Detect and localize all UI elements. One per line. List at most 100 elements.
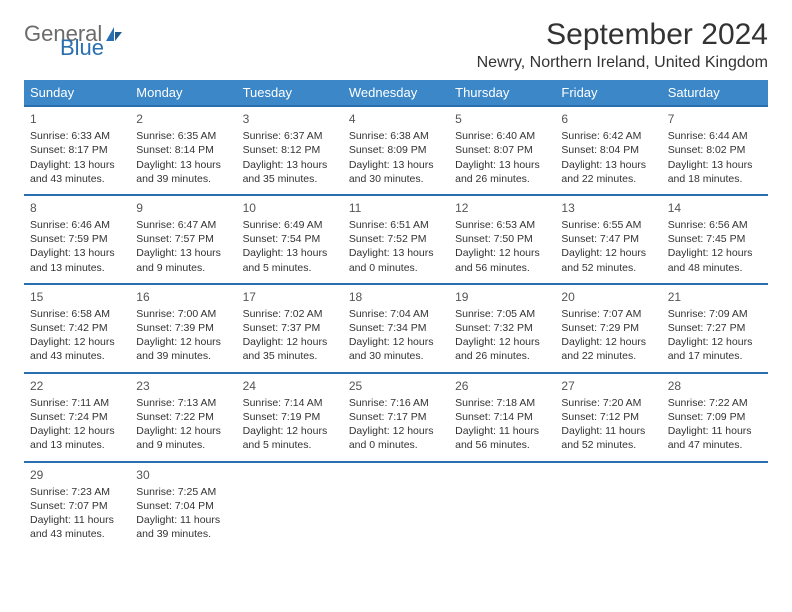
day-number: 25 <box>349 378 443 394</box>
sunset-line: Sunset: 7:50 PM <box>455 232 549 246</box>
sunrise-line: Sunrise: 6:49 AM <box>243 218 337 232</box>
sunrise-line: Sunrise: 6:38 AM <box>349 129 443 143</box>
day-number: 2 <box>136 111 230 127</box>
sunset-line: Sunset: 7:34 PM <box>349 321 443 335</box>
calendar-cell: 27Sunrise: 7:20 AMSunset: 7:12 PMDayligh… <box>555 373 661 462</box>
title-block: September 2024 Newry, Northern Ireland, … <box>477 18 768 72</box>
calendar-row: 22Sunrise: 7:11 AMSunset: 7:24 PMDayligh… <box>24 373 768 462</box>
sunset-line: Sunset: 7:59 PM <box>30 232 124 246</box>
calendar-cell: 6Sunrise: 6:42 AMSunset: 8:04 PMDaylight… <box>555 106 661 195</box>
sunset-line: Sunset: 7:47 PM <box>561 232 655 246</box>
day-number: 1 <box>30 111 124 127</box>
daylight-line: Daylight: 11 hours and 52 minutes. <box>561 424 655 452</box>
calendar-cell: 7Sunrise: 6:44 AMSunset: 8:02 PMDaylight… <box>662 106 768 195</box>
sunset-line: Sunset: 7:17 PM <box>349 410 443 424</box>
header: General Blue September 2024 Newry, North… <box>24 18 768 72</box>
daylight-line: Daylight: 12 hours and 56 minutes. <box>455 246 549 274</box>
day-number: 23 <box>136 378 230 394</box>
sunset-line: Sunset: 8:17 PM <box>30 143 124 157</box>
daylight-line: Daylight: 11 hours and 47 minutes. <box>668 424 762 452</box>
sunrise-line: Sunrise: 6:53 AM <box>455 218 549 232</box>
calendar-cell: 1Sunrise: 6:33 AMSunset: 8:17 PMDaylight… <box>24 106 130 195</box>
sunrise-line: Sunrise: 7:04 AM <box>349 307 443 321</box>
sunset-line: Sunset: 8:09 PM <box>349 143 443 157</box>
calendar-cell: 15Sunrise: 6:58 AMSunset: 7:42 PMDayligh… <box>24 284 130 373</box>
day-number: 28 <box>668 378 762 394</box>
day-number: 30 <box>136 467 230 483</box>
sunrise-line: Sunrise: 6:55 AM <box>561 218 655 232</box>
calendar-cell: 14 Sunrise: 6:56 AMSunset: 7:45 PMDayligh… <box>662 195 768 284</box>
sunset-line: Sunset: 7:32 PM <box>455 321 549 335</box>
daylight-line: Daylight: 12 hours and 13 minutes. <box>30 424 124 452</box>
daylight-line: Daylight: 13 hours and 39 minutes. <box>136 158 230 186</box>
sunset-line: Sunset: 7:39 PM <box>136 321 230 335</box>
day-number: 5 <box>455 111 549 127</box>
calendar-cell-empty <box>662 462 768 550</box>
calendar-cell: 17Sunrise: 7:02 AMSunset: 7:37 PMDayligh… <box>237 284 343 373</box>
daylight-line: Daylight: 13 hours and 0 minutes. <box>349 246 443 274</box>
weekday-header: Monday <box>130 80 236 106</box>
calendar-cell: 4Sunrise: 6:38 AMSunset: 8:09 PMDaylight… <box>343 106 449 195</box>
daylight-line: Daylight: 11 hours and 43 minutes. <box>30 513 124 541</box>
daylight-line: Daylight: 11 hours and 39 minutes. <box>136 513 230 541</box>
day-number: 13 <box>561 200 655 216</box>
sunrise-line: Sunrise: 6:44 AM <box>668 129 762 143</box>
day-number: 7 <box>668 111 762 127</box>
sunrise-line: Sunrise: 6:51 AM <box>349 218 443 232</box>
day-number: 3 <box>243 111 337 127</box>
daylight-line: Daylight: 12 hours and 22 minutes. <box>561 335 655 363</box>
weekday-header: Sunday <box>24 80 130 106</box>
day-number: 29 <box>30 467 124 483</box>
daylight-line: Daylight: 11 hours and 56 minutes. <box>455 424 549 452</box>
calendar-cell-empty <box>237 462 343 550</box>
daylight-line: Daylight: 12 hours and 30 minutes. <box>349 335 443 363</box>
sunset-line: Sunset: 7:52 PM <box>349 232 443 246</box>
sunset-line: Sunset: 7:22 PM <box>136 410 230 424</box>
sunrise-line: Sunrise: 7:23 AM <box>30 485 124 499</box>
calendar-cell: 9Sunrise: 6:47 AMSunset: 7:57 PMDaylight… <box>130 195 236 284</box>
sunrise-line: Sunrise: 6:56 AM <box>668 218 762 232</box>
day-number: 20 <box>561 289 655 305</box>
day-number: 12 <box>455 200 549 216</box>
calendar-cell-empty <box>343 462 449 550</box>
sunrise-line: Sunrise: 6:42 AM <box>561 129 655 143</box>
sunrise-line: Sunrise: 6:58 AM <box>30 307 124 321</box>
day-number: 17 <box>243 289 337 305</box>
sunrise-line: Sunrise: 7:00 AM <box>136 307 230 321</box>
daylight-line: Daylight: 12 hours and 5 minutes. <box>243 424 337 452</box>
calendar-cell: 8Sunrise: 6:46 AMSunset: 7:59 PMDaylight… <box>24 195 130 284</box>
weekday-header: Wednesday <box>343 80 449 106</box>
weekday-header-row: SundayMondayTuesdayWednesdayThursdayFrid… <box>24 80 768 106</box>
sunrise-line: Sunrise: 7:02 AM <box>243 307 337 321</box>
weekday-header: Thursday <box>449 80 555 106</box>
sunset-line: Sunset: 7:24 PM <box>30 410 124 424</box>
daylight-line: Daylight: 12 hours and 0 minutes. <box>349 424 443 452</box>
day-number: 11 <box>349 200 443 216</box>
daylight-line: Daylight: 12 hours and 52 minutes. <box>561 246 655 274</box>
day-number: 16 <box>136 289 230 305</box>
calendar-cell: 21Sunrise: 7:09 AMSunset: 7:27 PMDayligh… <box>662 284 768 373</box>
calendar-cell: 24Sunrise: 7:14 AMSunset: 7:19 PMDayligh… <box>237 373 343 462</box>
sunset-line: Sunset: 7:45 PM <box>668 232 762 246</box>
daylight-line: Daylight: 12 hours and 48 minutes. <box>668 246 762 274</box>
daylight-line: Daylight: 12 hours and 26 minutes. <box>455 335 549 363</box>
sunrise-line: Sunrise: 7:18 AM <box>455 396 549 410</box>
sunrise-line: Sunrise: 6:40 AM <box>455 129 549 143</box>
day-number: 14 <box>668 200 762 216</box>
sunset-line: Sunset: 7:19 PM <box>243 410 337 424</box>
day-number: 4 <box>349 111 443 127</box>
daylight-line: Daylight: 12 hours and 35 minutes. <box>243 335 337 363</box>
calendar-row: 1Sunrise: 6:33 AMSunset: 8:17 PMDaylight… <box>24 106 768 195</box>
sunrise-line: Sunrise: 7:13 AM <box>136 396 230 410</box>
day-number: 10 <box>243 200 337 216</box>
day-number: 27 <box>561 378 655 394</box>
sunset-line: Sunset: 7:14 PM <box>455 410 549 424</box>
sunset-line: Sunset: 7:54 PM <box>243 232 337 246</box>
month-title: September 2024 <box>477 18 768 52</box>
sunset-line: Sunset: 7:07 PM <box>30 499 124 513</box>
day-number: 8 <box>30 200 124 216</box>
sunrise-line: Sunrise: 6:47 AM <box>136 218 230 232</box>
sunset-line: Sunset: 8:04 PM <box>561 143 655 157</box>
daylight-line: Daylight: 12 hours and 43 minutes. <box>30 335 124 363</box>
sunrise-line: Sunrise: 7:14 AM <box>243 396 337 410</box>
